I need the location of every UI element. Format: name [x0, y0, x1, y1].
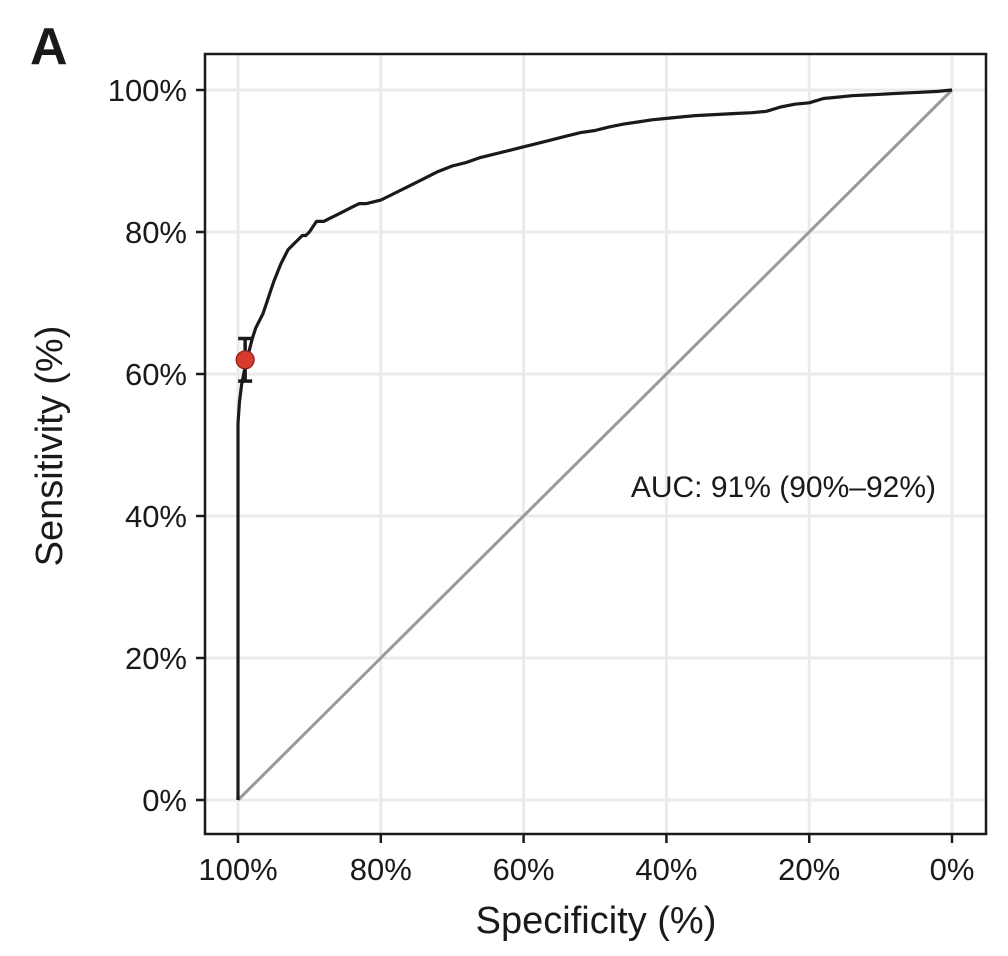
roc-curve: [236, 88, 953, 800]
x-tick-label: 80%: [350, 852, 412, 887]
axis-ticks: 100% 80% 60% 40% 20% 0% 0% 20% 40% 60% 80% 100%: [108, 73, 975, 887]
y-axis-title: Sensitivity (%): [29, 326, 71, 567]
auc-annotation: AUC: 91% (90%–92%): [631, 471, 936, 504]
panel-label: A: [30, 18, 68, 76]
y-tick-label: 40%: [125, 499, 187, 534]
operating-point-marker: [235, 350, 255, 370]
x-tick-label: 20%: [778, 852, 840, 887]
reference-line: [236, 88, 954, 802]
y-tick-label: 80%: [125, 215, 187, 250]
x-tick-label: 40%: [635, 852, 697, 887]
y-tick-label: 0%: [142, 783, 187, 818]
x-tick-label: 100%: [198, 852, 277, 887]
x-tick-label: 60%: [493, 852, 555, 887]
y-tick-label: 60%: [125, 357, 187, 392]
y-tick-label: 100%: [108, 73, 187, 108]
plot-frame: [203, 52, 988, 836]
roc-curve-layer: [236, 88, 953, 800]
x-tick-label: 0%: [930, 852, 975, 887]
operating-point-layer: [235, 336, 255, 383]
y-tick-label: 20%: [125, 641, 187, 676]
reference-diagonal: [236, 88, 954, 802]
x-axis-title: Specificity (%): [476, 900, 717, 942]
gridlines: [205, 54, 986, 834]
